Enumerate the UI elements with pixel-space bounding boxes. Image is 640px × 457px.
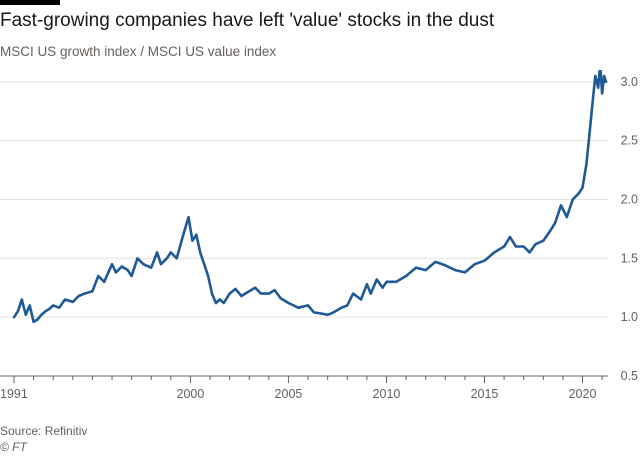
gridlines xyxy=(0,81,608,377)
copyright-credit: © FT xyxy=(0,440,27,454)
y-tick-label: 0.5 xyxy=(621,369,638,383)
series-layer xyxy=(12,70,608,324)
chart-title: Fast-growing companies have left 'value'… xyxy=(0,10,495,31)
x-tick-label: 1991 xyxy=(0,387,28,401)
x-axis: 1991 2000 2005 2010 2015 2020 xyxy=(0,376,603,401)
x-tick-label: 2015 xyxy=(471,387,499,401)
source-note: Source: Refinitiv xyxy=(0,424,88,438)
x-tick-label: 2005 xyxy=(275,387,303,401)
y-tick-label: 1.0 xyxy=(621,310,638,324)
x-tick-label: 2000 xyxy=(177,387,205,401)
x-tick-label: 2010 xyxy=(373,387,401,401)
y-tick-label: 2.0 xyxy=(621,192,638,206)
y-axis: 0.5 1.0 1.5 2.0 2.5 3.0 xyxy=(621,75,638,383)
brand-accent-bar xyxy=(0,0,60,5)
line-chart: 0.5 1.0 1.5 2.0 2.5 3.0 1991 2000 2005 2010 2015 2… xyxy=(0,70,638,401)
chart-subtitle: MSCI US growth index / MSCI US value ind… xyxy=(0,44,277,59)
y-tick-label: 1.5 xyxy=(621,251,638,265)
series-line xyxy=(12,70,608,324)
x-tick-label: 2020 xyxy=(569,387,597,401)
y-tick-label: 2.5 xyxy=(621,134,638,148)
y-tick-label: 3.0 xyxy=(621,75,638,89)
